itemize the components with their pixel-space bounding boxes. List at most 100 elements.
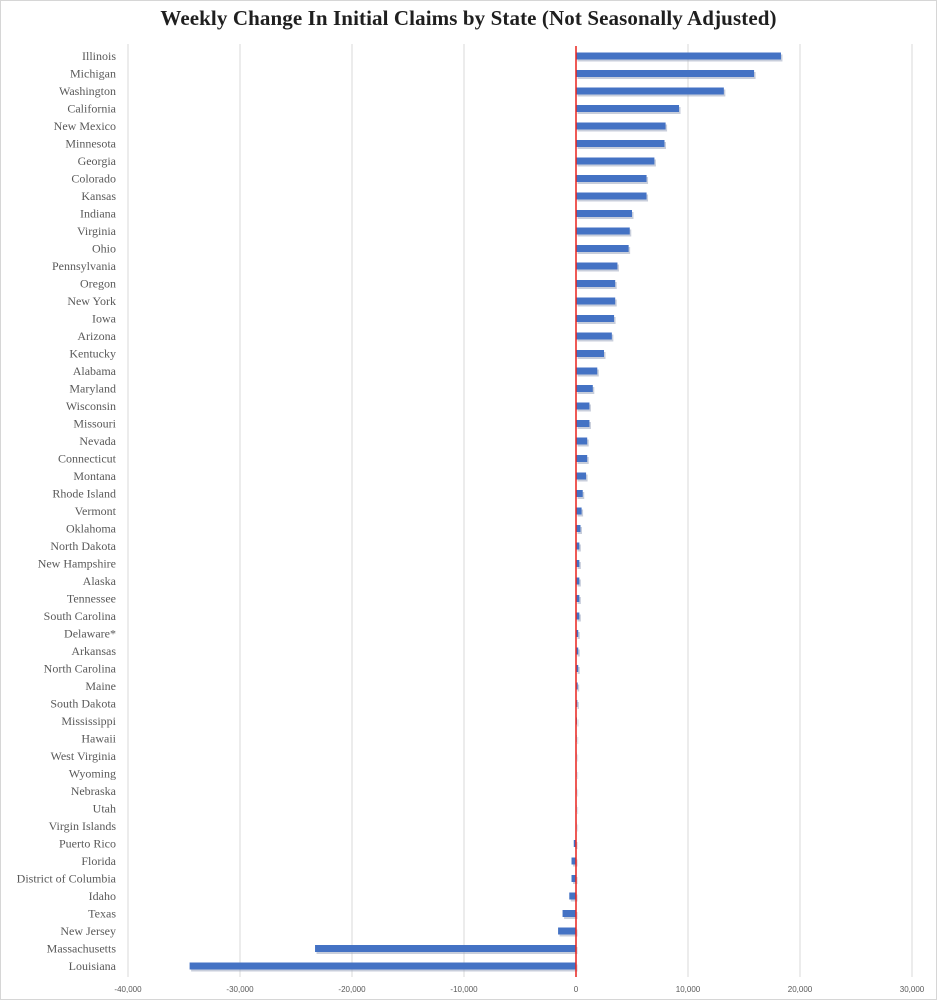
bar-massachusetts [315,945,576,952]
category-label-colorado: Colorado [71,172,116,186]
category-label-massachusetts: Massachusetts [47,942,117,956]
bar-shadow-mississippi [577,719,579,727]
bar-new-hampshire [576,560,580,567]
x-tick-label: -20,000 [338,985,366,994]
bar-delaware [576,630,579,637]
category-label-illinois: Illinois [82,49,116,63]
category-label-texas: Texas [88,907,116,921]
bar-shadow-delaware [577,632,580,639]
bar-north-carolina [576,665,579,672]
category-label-south-carolina: South Carolina [44,609,117,623]
bar-colorado [576,175,647,182]
bar-wisconsin [576,402,590,410]
category-label-maryland: Maryland [69,382,116,396]
bar-arizona [576,332,612,340]
bar-shadow-hawaii [577,737,579,744]
category-label-district-of-columbia: District of Columbia [17,872,117,886]
x-tick-label: -10,000 [450,985,478,994]
category-label-iowa: Iowa [92,312,117,326]
category-label-vermont: Vermont [75,504,117,518]
bar-shadow-virgin-islands [577,824,579,832]
category-label-california: California [67,102,116,116]
x-tick-label: 30,000 [900,985,925,994]
category-label-wisconsin: Wisconsin [66,399,116,413]
bar-illinois [576,52,781,60]
bar-ohio [576,245,629,252]
category-label-oregon: Oregon [80,277,116,291]
bar-louisiana [189,962,576,970]
bar-washington [576,87,724,95]
bar-tennessee [576,595,580,602]
bar-missouri [576,420,590,427]
category-label-north-carolina: North Carolina [44,662,117,676]
category-label-minnesota: Minnesota [65,137,116,151]
bar-minnesota [576,140,665,147]
bar-shadow-south-dakota [577,702,579,709]
category-label-puerto-rico: Puerto Rico [59,837,116,851]
category-label-virgin-islands: Virgin Islands [49,819,117,833]
bar-california [576,105,680,112]
bar-kentucky [576,350,604,357]
category-label-hawaii: Hawaii [81,732,116,746]
category-label-new-hampshire: New Hampshire [38,557,116,571]
bar-puerto-rico [573,840,576,847]
bar-new-york [576,297,616,305]
bar-texas [562,910,576,917]
x-tick-label: 20,000 [788,985,813,994]
bar-maine [576,682,578,690]
bar-kansas [576,192,647,200]
category-label-nevada: Nevada [79,434,116,448]
category-label-montana: Montana [73,469,116,483]
bar-alabama [576,367,598,375]
category-label-kansas: Kansas [81,189,116,203]
category-label-indiana: Indiana [80,207,117,221]
category-label-delaware: Delaware* [64,627,116,641]
category-label-washington: Washington [59,84,116,98]
bar-michigan [576,70,755,77]
bar-idaho [569,892,576,900]
bar-nevada [576,437,588,445]
chart-title: Weekly Change In Initial Claims by State… [160,6,777,30]
bar-shadow-north-carolina [577,667,580,674]
bar-shadow-nebraska [577,789,579,797]
category-label-georgia: Georgia [78,154,117,168]
bar-new-jersey [558,927,576,935]
x-tick-label: 10,000 [676,985,701,994]
bar-oklahoma [576,525,581,532]
category-label-maine: Maine [85,679,116,693]
bar-indiana [576,210,632,217]
category-label-connecticut: Connecticut [58,452,117,466]
bar-pennsylvania [576,262,618,270]
category-label-rhode-island: Rhode Island [52,487,116,501]
bar-district-of-columbia [571,875,576,882]
category-label-idaho: Idaho [89,889,116,903]
category-label-west-virginia: West Virginia [50,749,116,763]
category-label-new-mexico: New Mexico [54,119,116,133]
category-label-florida: Florida [81,854,116,868]
category-labels: Illinois Michigan Washington California New … [17,49,117,973]
category-label-north-dakota: North Dakota [50,539,116,553]
category-label-utah: Utah [93,802,116,816]
bar-shadow-wyoming [577,772,579,779]
gridlines [127,44,913,977]
bar-virginia [576,227,630,235]
category-label-missouri: Missouri [73,417,116,431]
category-label-nebraska: Nebraska [71,784,117,798]
bar-vermont [576,507,582,515]
bar-rhode-island [576,490,583,497]
bar-arkansas [576,647,579,655]
bar-south-carolina [576,612,580,620]
bar-connecticut [576,455,588,462]
category-label-mississippi: Mississippi [61,714,116,728]
x-tick-label: 0 [574,985,579,994]
category-label-south-dakota: South Dakota [50,697,116,711]
bar-shadow-west-virginia [577,754,579,762]
category-label-new-york: New York [67,294,116,308]
bar-shadow-arkansas [577,649,580,657]
bar-new-mexico [576,122,666,130]
category-label-oklahoma: Oklahoma [66,522,117,536]
category-label-alaska: Alaska [83,574,117,588]
category-label-virginia: Virginia [77,224,117,238]
